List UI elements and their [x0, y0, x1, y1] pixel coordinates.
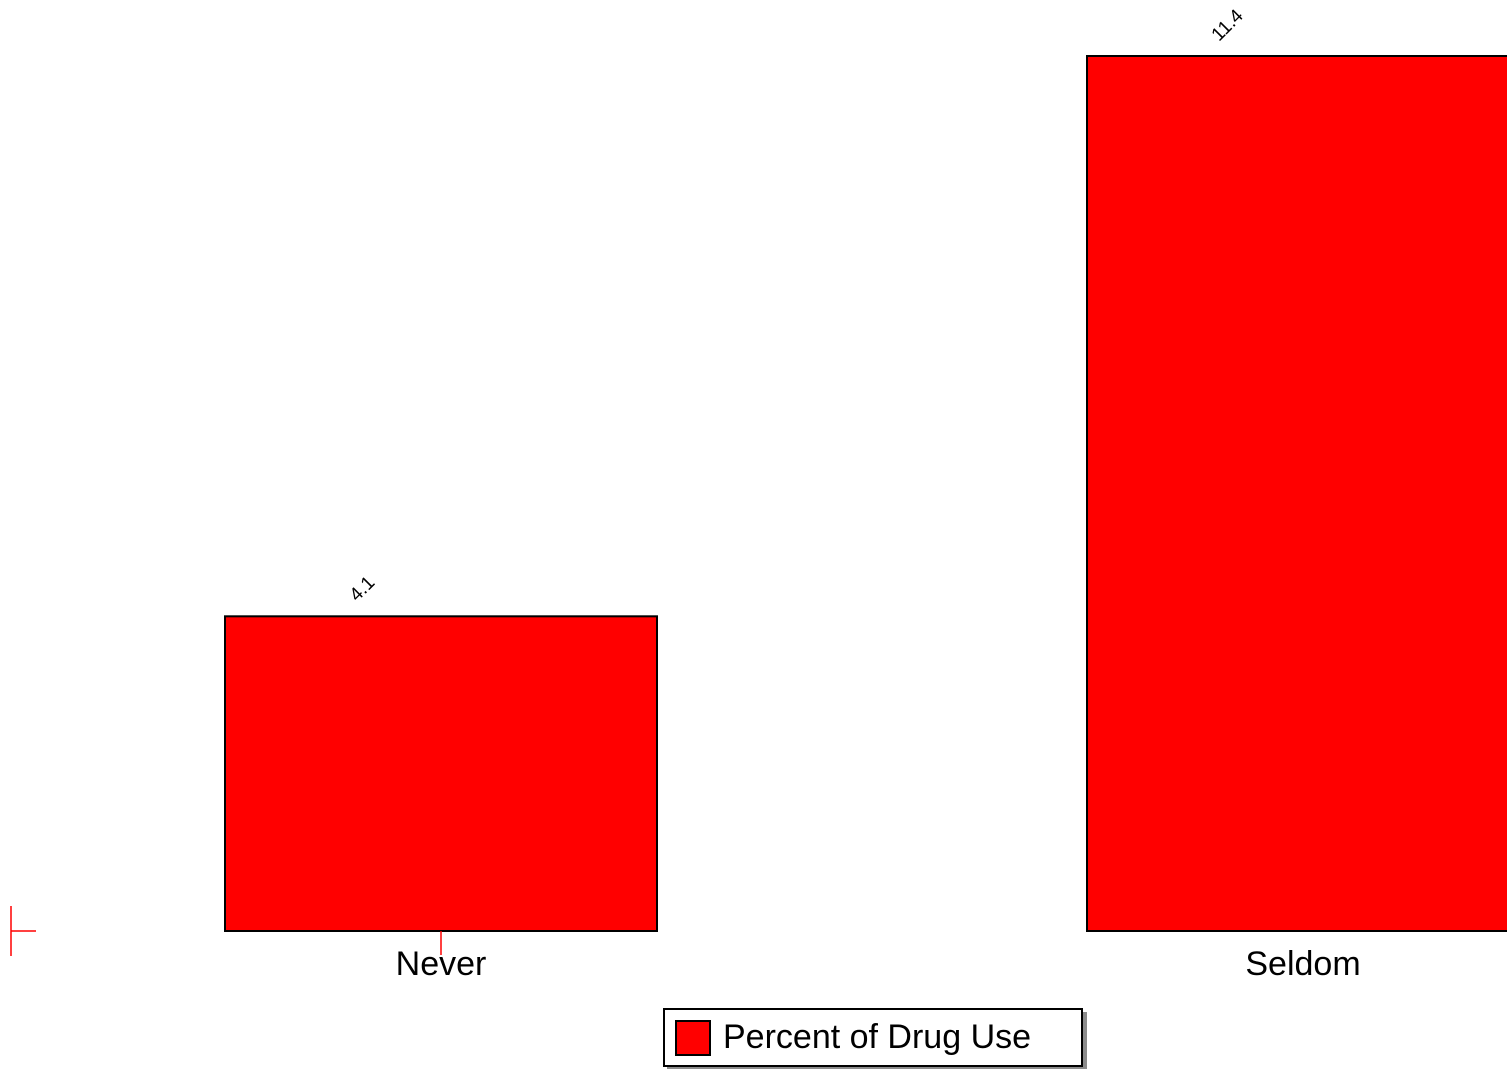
bar-never	[224, 615, 658, 932]
data-label-seldom: 11.4	[1208, 5, 1248, 45]
bar-seldom	[1086, 55, 1507, 932]
legend: Percent of Drug Use	[663, 1008, 1083, 1067]
x-tick-label-seldom: Seldom	[1245, 945, 1360, 983]
data-label-never: 4.1	[346, 572, 380, 606]
axis-markers	[10, 906, 442, 956]
bars-layer	[224, 55, 1507, 932]
legend-label: Percent of Drug Use	[723, 1018, 1032, 1056]
legend-swatch	[675, 1019, 711, 1056]
